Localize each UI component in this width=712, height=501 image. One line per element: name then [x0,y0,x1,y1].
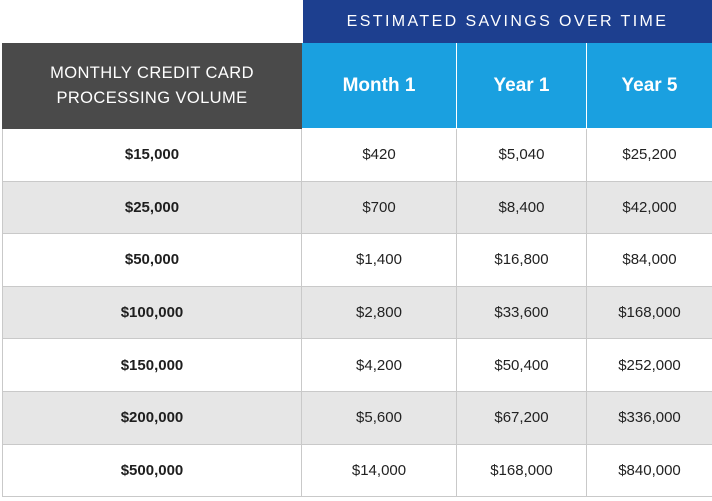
volume-cell: $25,000 [2,180,302,235]
banner-title: ESTIMATED SAVINGS OVER TIME [346,12,669,30]
year5-cell: $336,000 [586,390,712,445]
year5-cell: $840,000 [586,443,712,498]
year5-cell: $252,000 [586,338,712,392]
table-row: $25,000 $700 $8,400 $42,000 [2,180,712,235]
table-row: $50,000 $1,400 $16,800 $84,000 [2,233,712,287]
month1-cell: $4,200 [301,338,457,392]
year1-cell: $16,800 [456,233,587,287]
year5-column-header: Year 5 [586,43,712,129]
month1-cell: $14,000 [301,443,457,498]
year1-cell: $67,200 [456,390,587,445]
volume-header-line2: PROCESSING VOLUME [56,89,248,107]
table-row: $100,000 $2,800 $33,600 $168,000 [2,285,712,340]
month1-cell: $700 [301,180,457,235]
volume-column-header: MONTHLY CREDIT CARD PROCESSING VOLUME [2,43,302,129]
estimated-savings-banner: ESTIMATED SAVINGS OVER TIME [303,0,712,43]
volume-header-line1: MONTHLY CREDIT CARD [50,64,254,82]
volume-cell: $150,000 [2,338,302,392]
table-row: $150,000 $4,200 $50,400 $252,000 [2,338,712,392]
volume-cell: $500,000 [2,443,302,498]
year1-cell: $8,400 [456,180,587,235]
year1-cell: $33,600 [456,285,587,340]
volume-cell: $50,000 [2,233,302,287]
month1-cell: $5,600 [301,390,457,445]
year1-cell: $168,000 [456,443,587,498]
savings-table: MONTHLY CREDIT CARD PROCESSING VOLUME Mo… [2,43,712,498]
month1-cell: $2,800 [301,285,457,340]
volume-cell: $15,000 [2,128,302,182]
volume-cell: $200,000 [2,390,302,445]
table-row: $500,000 $14,000 $168,000 $840,000 [2,443,712,498]
month1-cell: $1,400 [301,233,457,287]
year1-cell: $5,040 [456,128,587,182]
month1-cell: $420 [301,128,457,182]
year5-cell: $168,000 [586,285,712,340]
table-header-row: MONTHLY CREDIT CARD PROCESSING VOLUME Mo… [2,43,712,129]
table-row: $15,000 $420 $5,040 $25,200 [2,128,712,182]
table-row: $200,000 $5,600 $67,200 $336,000 [2,390,712,445]
year5-cell: $84,000 [586,233,712,287]
month1-column-header: Month 1 [301,43,457,129]
volume-cell: $100,000 [2,285,302,340]
year5-cell: $25,200 [586,128,712,182]
year1-column-header: Year 1 [456,43,587,129]
year1-cell: $50,400 [456,338,587,392]
year5-cell: $42,000 [586,180,712,235]
